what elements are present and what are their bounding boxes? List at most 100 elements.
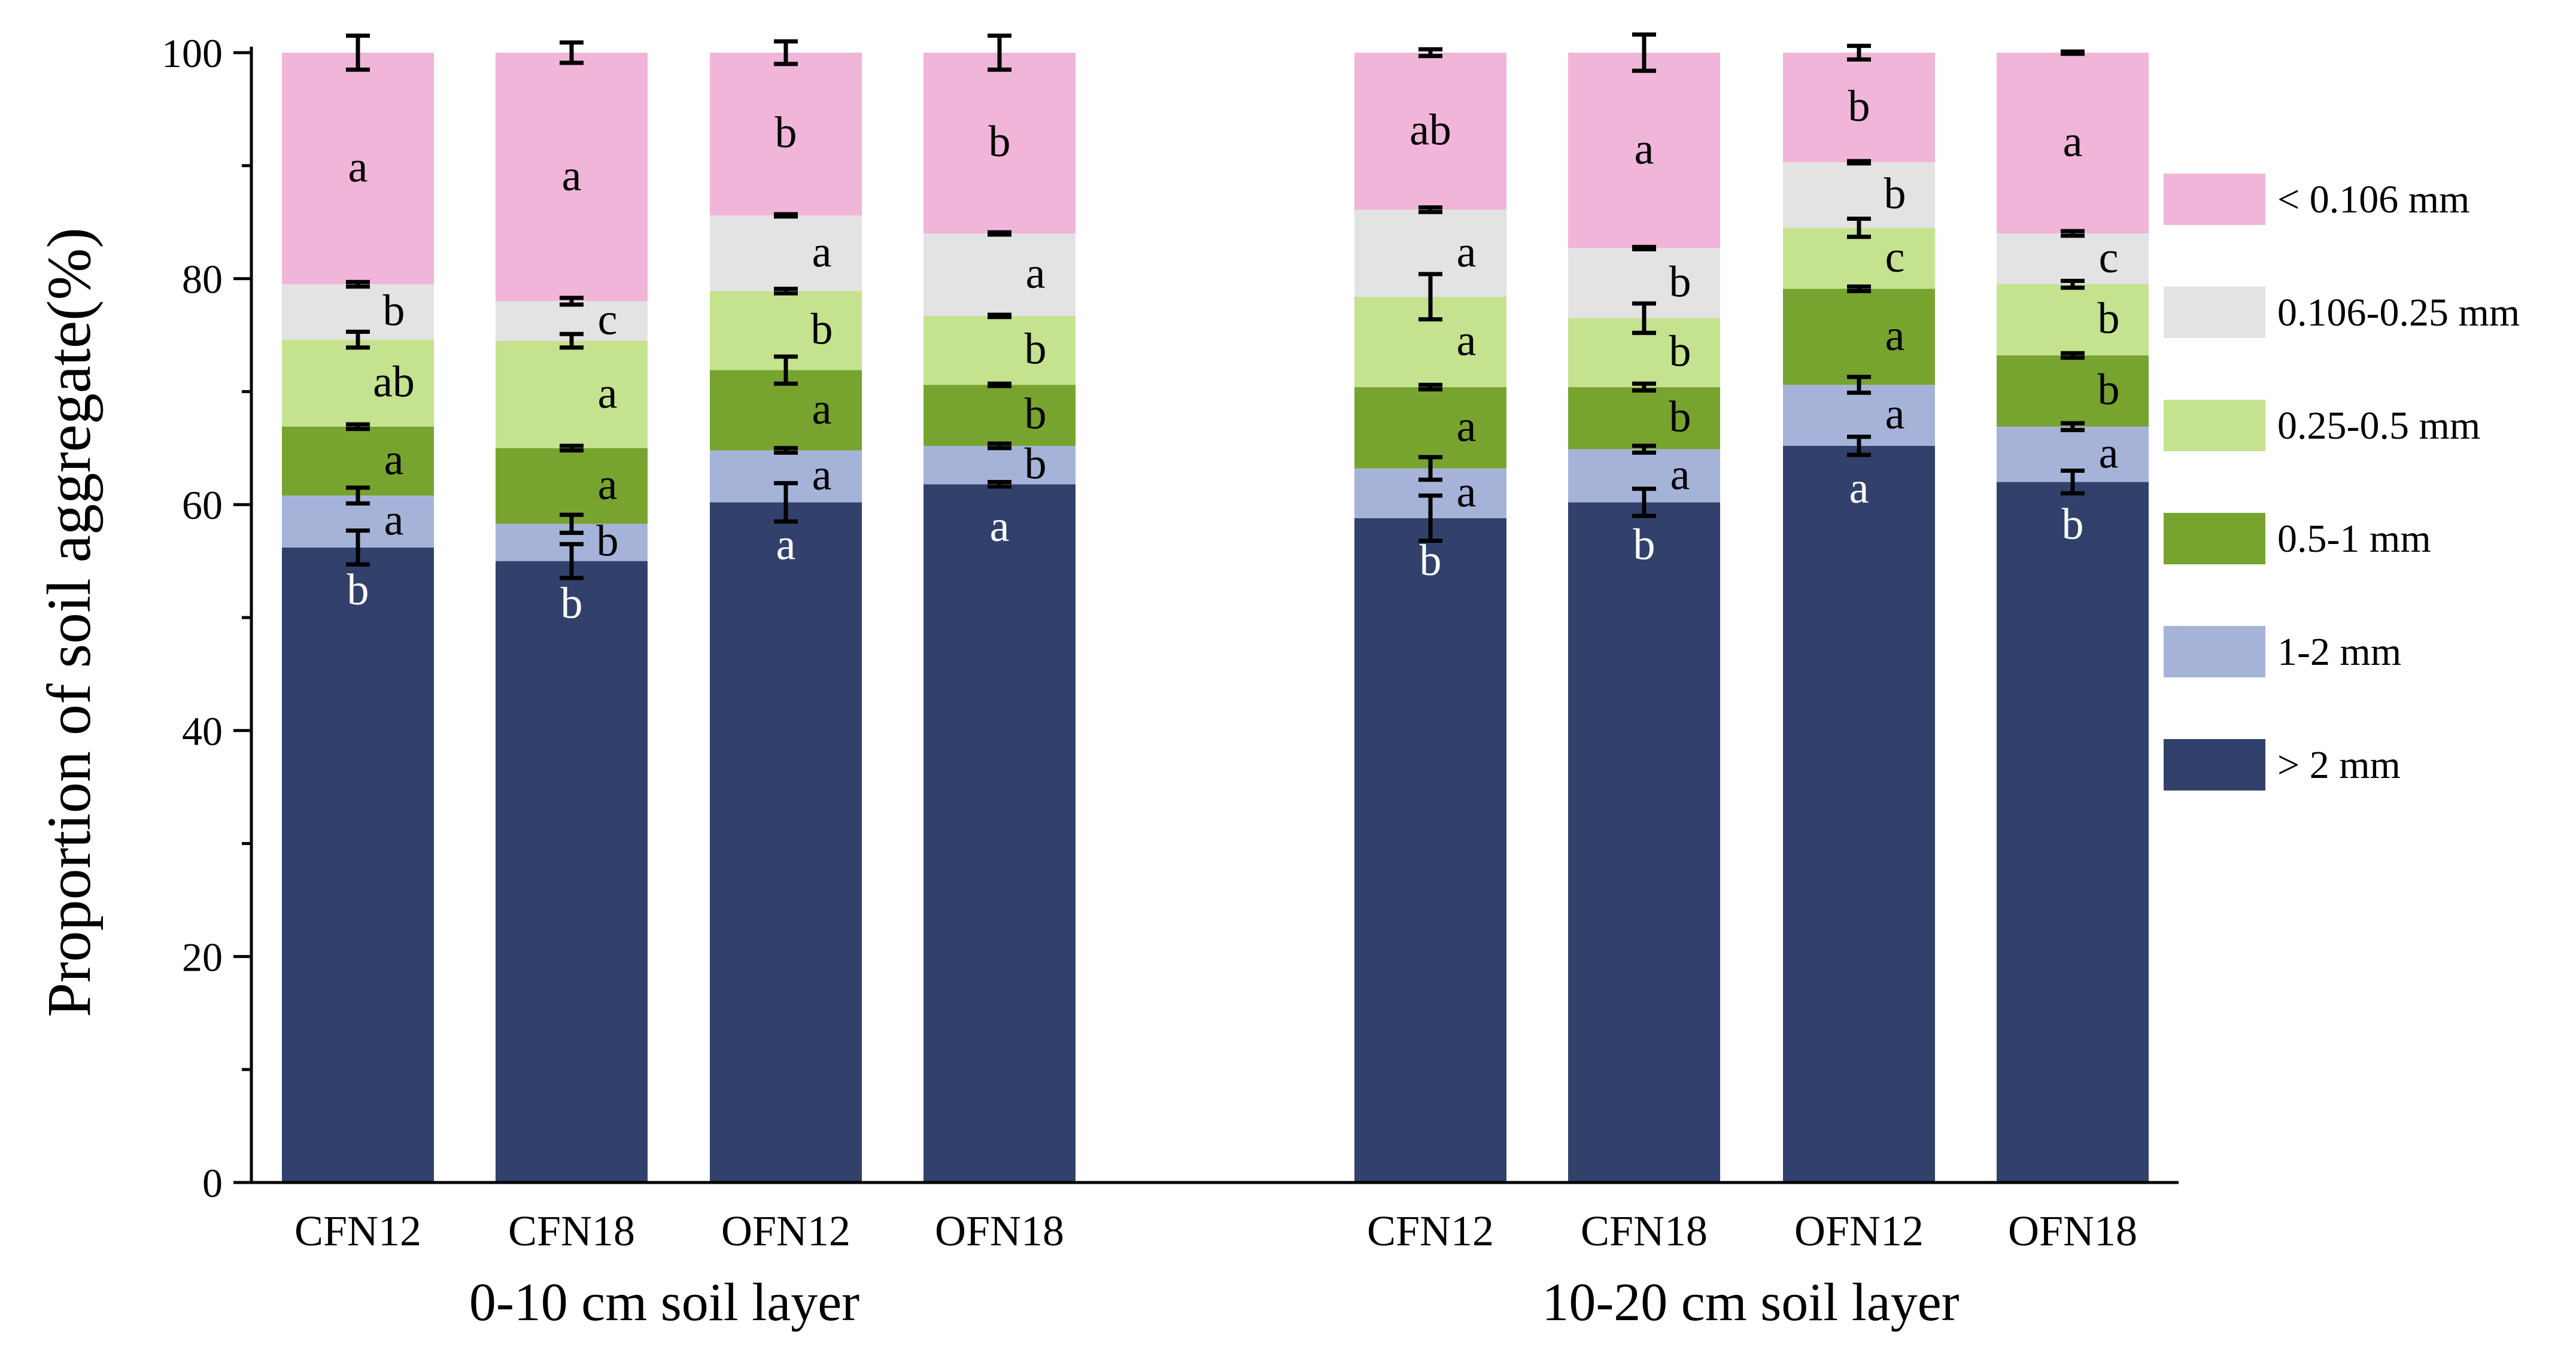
- error-bar: [1847, 217, 1871, 239]
- error-bar: [346, 485, 370, 506]
- significance-letter: a: [1457, 468, 1477, 517]
- bar-segment[interactable]: [924, 53, 1076, 234]
- significance-letter: a: [776, 520, 796, 569]
- error-bar: [560, 332, 584, 350]
- significance-letter: a: [2099, 428, 2119, 478]
- error-bar: [2061, 351, 2085, 360]
- legend: < 0.106 mm 0.106-0.25 mm 0.25-0.5 mm 0.5-1 …: [2164, 174, 2520, 791]
- error-bar: [346, 34, 370, 72]
- significance-letter: a: [812, 385, 832, 434]
- bar-segment[interactable]: [1997, 355, 2149, 427]
- significance-letter: b: [2062, 500, 2084, 549]
- significance-letter: b: [347, 566, 369, 615]
- bar-segment[interactable]: [924, 385, 1076, 446]
- error-bar: [2061, 278, 2085, 290]
- bar-segment[interactable]: [924, 484, 1076, 1182]
- legend-label: 0.106-0.25 mm: [2277, 291, 2520, 335]
- significance-letter: a: [2063, 117, 2083, 166]
- bar-segment[interactable]: [1568, 387, 1720, 449]
- error-bar: [1418, 455, 1442, 482]
- y-tick-label: 60: [182, 482, 223, 528]
- bar-segment[interactable]: [1783, 53, 1935, 163]
- bar-segment[interactable]: [710, 53, 862, 215]
- error-bar: [988, 312, 1011, 320]
- error-bar: [988, 34, 1011, 72]
- significance-letter: b: [2098, 366, 2120, 415]
- bar-segment[interactable]: [1997, 53, 2149, 234]
- error-bar: [2061, 49, 2085, 56]
- bar-segment[interactable]: [1568, 502, 1720, 1182]
- significance-letter: b: [1884, 169, 1906, 218]
- bar-segment[interactable]: [282, 339, 434, 427]
- error-bar: [1847, 44, 1871, 62]
- legend-item: 0.25-0.5 mm: [2164, 400, 2480, 451]
- significance-letter: b: [811, 305, 833, 354]
- error-bar: [1632, 487, 1656, 518]
- significance-letter: a: [812, 451, 832, 500]
- error-bar: [560, 40, 584, 65]
- bar-segment[interactable]: [1997, 284, 2149, 355]
- significance-letter: b: [989, 117, 1011, 166]
- bar-segment[interactable]: [496, 561, 648, 1182]
- legend-swatch: [2164, 626, 2265, 677]
- error-bar: [988, 479, 1011, 489]
- bar-segment[interactable]: [710, 215, 862, 291]
- bar-segment[interactable]: [496, 53, 648, 302]
- significance-letter: c: [2099, 233, 2119, 282]
- legend-item: < 0.106 mm: [2164, 174, 2469, 225]
- error-bar: [560, 296, 584, 307]
- bar-segment[interactable]: [282, 426, 434, 496]
- error-bar: [560, 542, 584, 580]
- bar-segment[interactable]: [282, 547, 434, 1182]
- bar-segment[interactable]: [1354, 53, 1506, 210]
- significance-letter: b: [383, 286, 405, 335]
- legend-label: > 2 mm: [2277, 743, 2401, 787]
- legend-swatch: [2164, 174, 2265, 225]
- significance-letter: a: [1457, 317, 1477, 366]
- significance-letter: c: [1885, 233, 1905, 282]
- bar-segment[interactable]: [924, 233, 1076, 316]
- significance-letter: b: [1669, 327, 1691, 376]
- x-tick-label: OFN18: [2008, 1207, 2137, 1255]
- y-tick-label: 100: [162, 31, 223, 76]
- error-bar: [346, 528, 370, 567]
- legend-swatch: [2164, 739, 2265, 791]
- bar-segment[interactable]: [496, 448, 648, 524]
- significance-letter: b: [1669, 393, 1691, 442]
- bar-segment[interactable]: [710, 502, 862, 1182]
- significance-letter: ab: [1409, 105, 1451, 154]
- y-tick-label: 40: [182, 709, 223, 754]
- bar-segment[interactable]: [496, 341, 648, 448]
- significance-letter: b: [1633, 520, 1655, 569]
- error-bar: [774, 354, 798, 386]
- error-bar: [346, 279, 370, 289]
- error-bar: [1847, 159, 1871, 166]
- bar-segment[interactable]: [1997, 482, 2149, 1183]
- significance-letter: a: [598, 369, 618, 418]
- bar-segment[interactable]: [1783, 446, 1935, 1183]
- bar-segment[interactable]: [924, 446, 1076, 485]
- bar-segment[interactable]: [924, 315, 1076, 385]
- error-bar: [988, 381, 1011, 388]
- bar-segment[interactable]: [1354, 387, 1506, 469]
- significance-letter: a: [1457, 227, 1477, 276]
- error-bar: [774, 39, 798, 66]
- bar-segment[interactable]: [1354, 518, 1506, 1183]
- significance-letter: a: [1849, 464, 1869, 513]
- significance-letter: b: [1669, 257, 1691, 306]
- bar-segment[interactable]: [282, 53, 434, 285]
- significance-letter: a: [384, 436, 404, 485]
- error-bar: [1847, 375, 1871, 395]
- bar-segment[interactable]: [1783, 288, 1935, 385]
- bar-segment[interactable]: [1568, 53, 1720, 248]
- significance-letter: ab: [373, 357, 415, 406]
- error-bar: [560, 512, 584, 535]
- error-bar: [1632, 245, 1656, 252]
- significance-letter: a: [598, 460, 618, 509]
- bar-segment[interactable]: [1997, 233, 2149, 285]
